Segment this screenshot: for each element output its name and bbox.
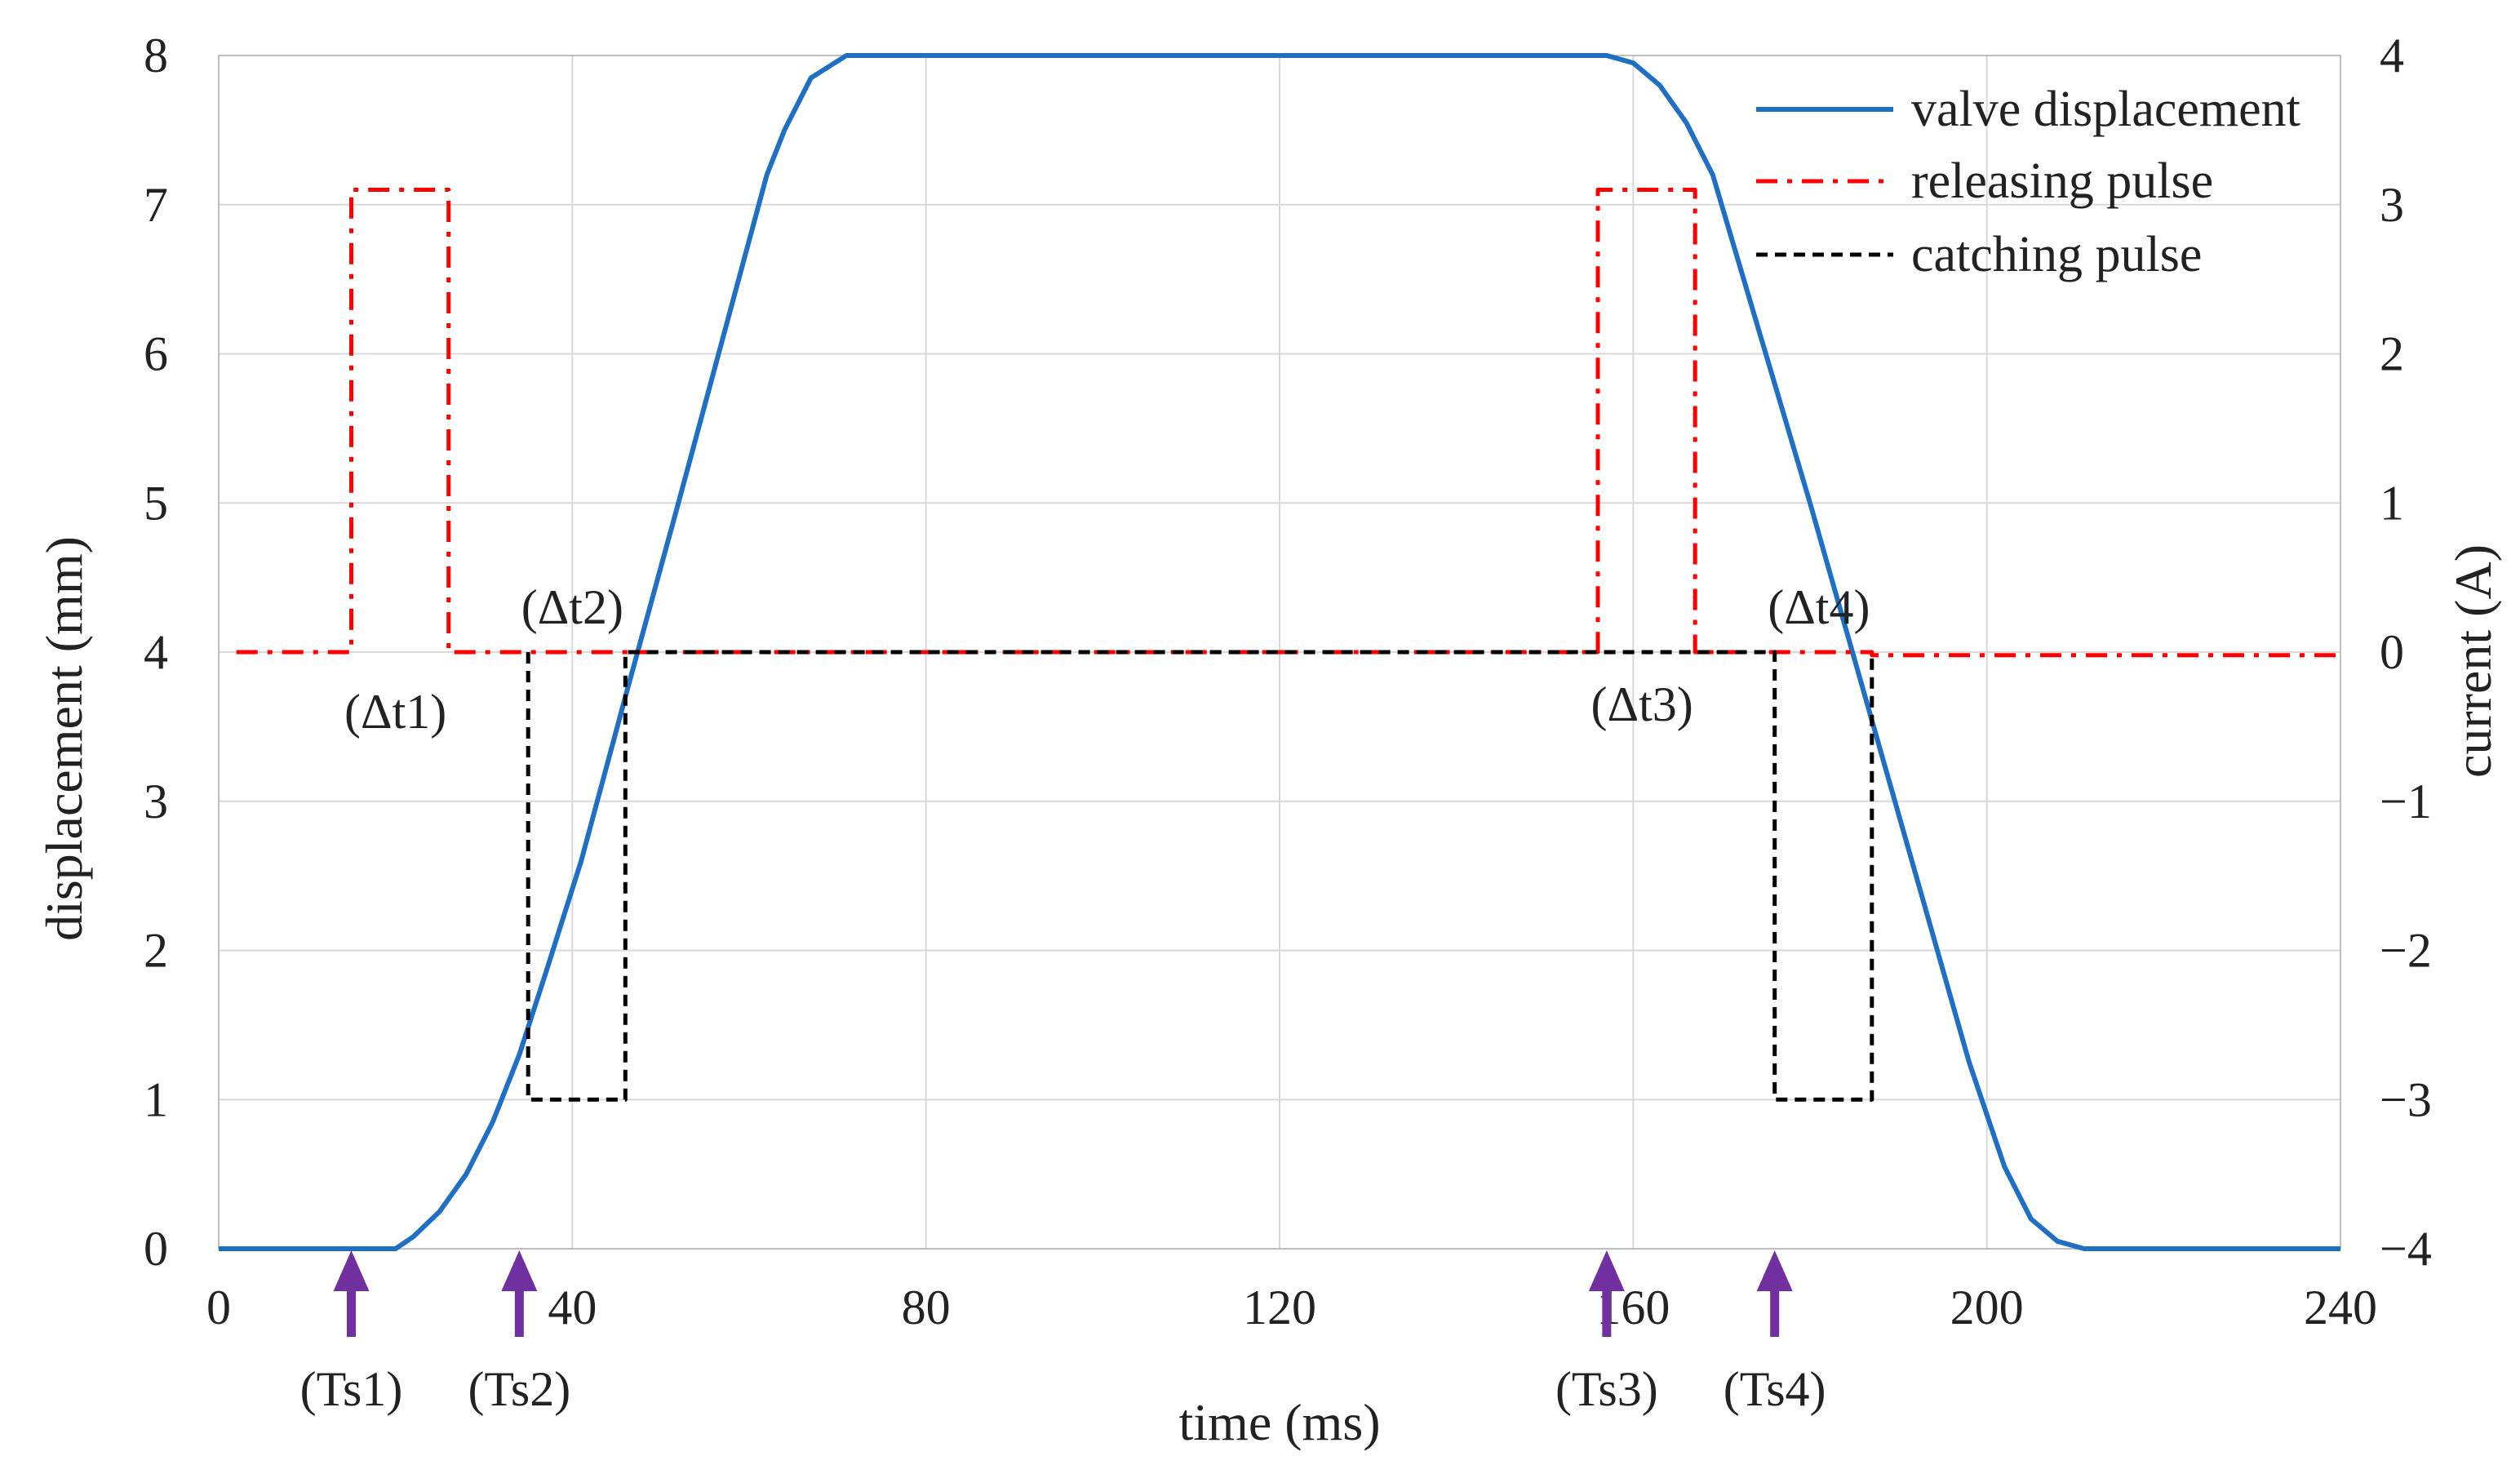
x-tick-label: 0	[206, 1281, 231, 1334]
event-markers: (Ts1) (Ts2) (Ts3) (Ts4)	[300, 1250, 1826, 1416]
x-tick-label: 240	[2304, 1281, 2377, 1334]
y-tick-label: 8	[144, 29, 168, 82]
marker-arrow-head	[1588, 1250, 1625, 1291]
y2-tick-label: −4	[2380, 1222, 2432, 1276]
legend-label: valve displacement	[1911, 82, 2300, 137]
y2-axis-title: current (A)	[2444, 544, 2502, 778]
marker-label: (Ts4)	[1724, 1362, 1826, 1416]
y2-tick-label: 1	[2380, 476, 2404, 530]
series-group	[219, 53, 2340, 1251]
y-tick-label: 0	[144, 1222, 168, 1276]
x-tick-label: 200	[1950, 1281, 2024, 1334]
y2-tick-label: −1	[2380, 775, 2432, 828]
y2-tick-label: 2	[2380, 327, 2404, 381]
annotation-label: (Δt2)	[521, 580, 623, 634]
series-line-catching-pulse	[526, 650, 1874, 1102]
y-tick-label: 7	[144, 178, 168, 232]
marker-label: (Ts1)	[300, 1362, 403, 1416]
annotation-label: (Δt4)	[1768, 580, 1870, 634]
legend: valve displacement releasing pulse catchin…	[1756, 82, 2300, 282]
marker-arrow-head	[501, 1250, 538, 1291]
y-tick-label: 1	[144, 1072, 168, 1126]
marker-label: (Ts3)	[1555, 1362, 1658, 1416]
y-tick-label: 5	[144, 476, 168, 530]
y-axis-title: displacement (mm)	[35, 536, 93, 941]
legend-label: catching pulse	[1911, 227, 2202, 282]
y-tick-label: 3	[144, 775, 168, 828]
marker-arrow-head	[333, 1250, 370, 1291]
marker-label: (Ts2)	[468, 1362, 570, 1416]
x-tick-label: 120	[1243, 1281, 1316, 1334]
y2-tick-label: 3	[2380, 178, 2404, 232]
series-line-valve-displacement	[219, 53, 2340, 1251]
x-tick-label: 80	[902, 1281, 951, 1334]
y2-tick-label: −3	[2380, 1072, 2432, 1126]
series-line-releasing-pulse	[236, 188, 2340, 658]
grid	[218, 55, 2341, 1250]
y-tick-label: 2	[144, 924, 168, 978]
y2-tick-label: 0	[2380, 625, 2404, 679]
x-tick-label: 40	[548, 1281, 597, 1334]
y2-tick-label: −2	[2380, 924, 2432, 978]
annotation-label: (Δt1)	[344, 685, 446, 739]
y2-tick-label: 4	[2380, 29, 2404, 82]
y-tick-label: 4	[144, 625, 168, 679]
annotations: (Δt1) (Δt2) (Δt3) (Δt4)	[344, 580, 1870, 739]
x-axis-title: time (ms)	[1178, 1393, 1380, 1451]
marker-arrow-head	[1756, 1250, 1793, 1291]
legend-label: releasing pulse	[1911, 153, 2213, 209]
annotation-label: (Δt3)	[1591, 677, 1693, 731]
y-tick-label: 6	[144, 327, 168, 381]
